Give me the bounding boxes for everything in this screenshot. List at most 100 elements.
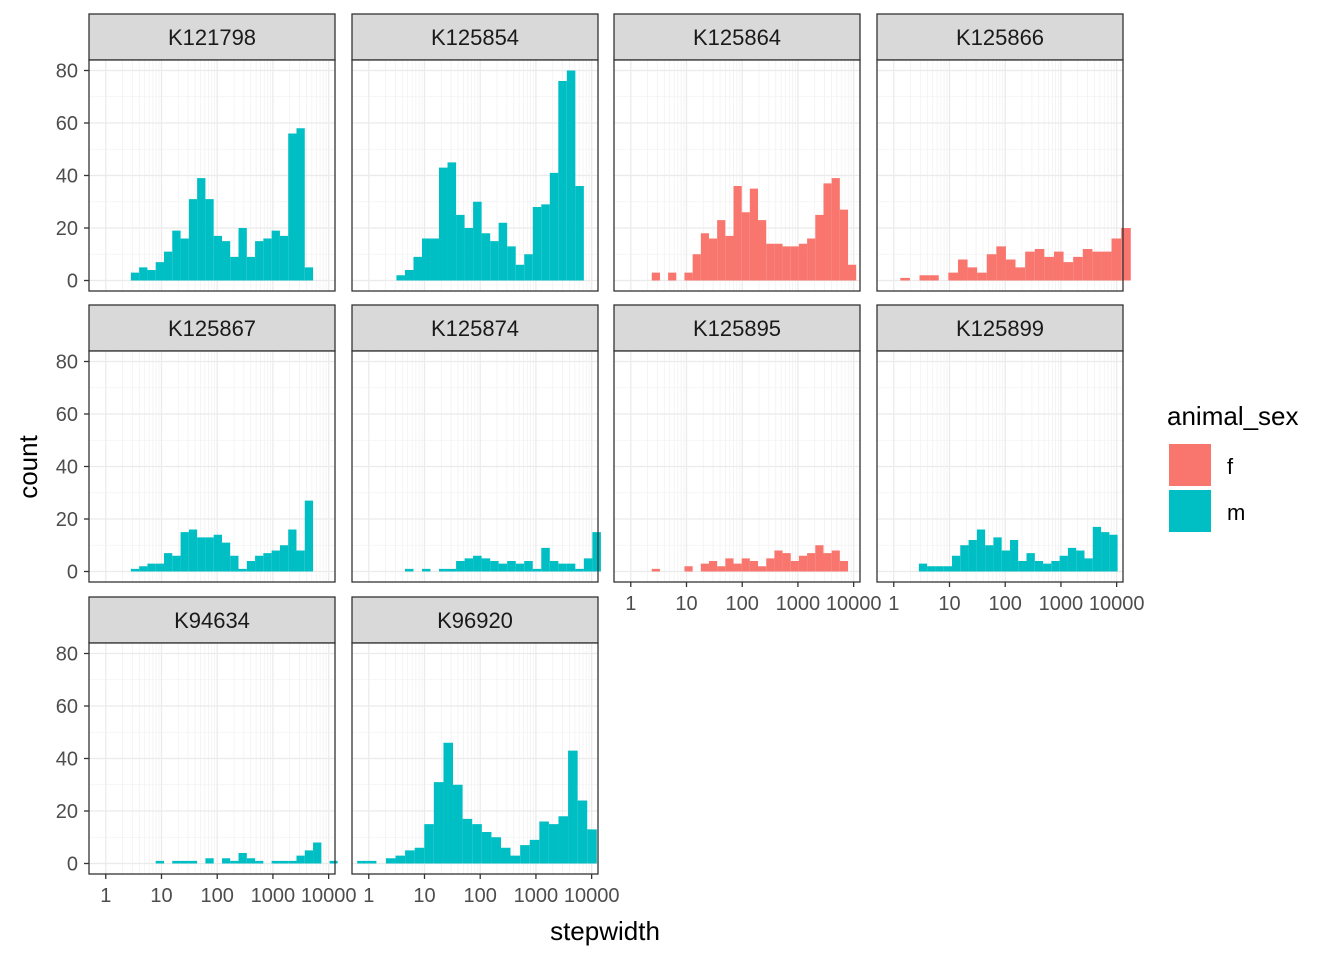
histogram-bar [271, 860, 280, 864]
histogram-bar [500, 847, 511, 864]
histogram-bar [246, 256, 256, 281]
histogram-bar [1001, 550, 1011, 572]
histogram-bar [587, 829, 597, 864]
histogram-bar [708, 238, 718, 281]
histogram-bar [155, 262, 165, 281]
facet-panel-K94634: K94634 0 20 40 60 80 1 10 100 1000 10000 [56, 596, 356, 907]
panel-border [351, 59, 599, 292]
histogram-bar [548, 824, 559, 864]
histogram-bar [438, 167, 448, 281]
histogram-bar [424, 824, 434, 864]
histogram-bar [271, 230, 280, 281]
panel-border [613, 59, 861, 292]
histogram-bar [708, 561, 718, 572]
facet-strip-label: K125854 [431, 25, 519, 50]
histogram-bar [139, 267, 148, 281]
histogram-bar [172, 230, 181, 281]
histogram-bar [839, 209, 849, 281]
histogram-bar [230, 860, 239, 864]
y-tick-label: 80 [56, 61, 78, 83]
histogram-bar [1101, 251, 1112, 281]
histogram-bar [313, 842, 322, 864]
histogram-bar [1082, 249, 1093, 281]
x-tick-label: 10000 [564, 885, 620, 907]
histogram-bar [549, 172, 559, 281]
facet-strip-label: K125899 [956, 316, 1044, 341]
facet-panel-K125864: K125864 [613, 13, 861, 292]
histogram-bar [155, 563, 165, 572]
histogram-bar [532, 207, 542, 281]
y-tick-label: 20 [56, 801, 78, 823]
histogram-bar [246, 561, 256, 572]
histogram-bar [823, 553, 832, 572]
histogram-bar [230, 555, 239, 572]
histogram-bar [453, 784, 463, 864]
panel-border [876, 350, 1124, 583]
facet-strip-label: K125895 [693, 316, 781, 341]
histogram-bar [510, 855, 521, 864]
histogram-bar [1025, 251, 1035, 281]
histogram-bar [1015, 267, 1026, 281]
histogram-bar [366, 860, 377, 864]
histogram-bar [839, 561, 849, 572]
histogram-bar [357, 860, 367, 864]
histogram-bar [1109, 534, 1118, 572]
histogram-bar [668, 272, 677, 281]
histogram-bar [222, 241, 231, 281]
histogram-bar [304, 850, 314, 864]
facet-panel-K125854: K125854 [351, 13, 599, 292]
histogram-bar [222, 858, 231, 864]
y-tick-label: 20 [56, 509, 78, 531]
facet-panels: K121798 0 20 40 60 80 K125854 K125864 K125866 K12… [56, 13, 1144, 907]
histogram-bar [413, 256, 422, 281]
histogram-bar [935, 566, 944, 572]
histogram-bar [456, 214, 465, 281]
histogram-bar [414, 847, 425, 864]
histogram-bar [1053, 251, 1064, 281]
histogram-bar [255, 241, 264, 281]
legend-key-f [1169, 444, 1211, 486]
histogram-bar [472, 824, 482, 864]
histogram-bar [263, 238, 272, 281]
histogram-bar [815, 214, 824, 281]
x-tick-label: 1000 [776, 593, 821, 615]
histogram-bar [558, 81, 567, 281]
y-tick-label: 80 [56, 352, 78, 374]
histogram-bar [1092, 251, 1102, 281]
histogram-bar [919, 275, 930, 281]
histogram-bar [498, 222, 508, 281]
y-tick-label: 40 [56, 749, 78, 771]
y-tick-label: 60 [56, 696, 78, 718]
histogram-bar [725, 235, 734, 281]
histogram-bar [447, 568, 457, 572]
histogram-bar [774, 550, 783, 572]
histogram-bar [749, 561, 758, 572]
x-tick-label: 10000 [826, 593, 882, 615]
x-tick-label: 100 [201, 885, 234, 907]
histogram-bar [831, 550, 840, 572]
histogram-bar [900, 277, 910, 281]
facet-strip-label: K121798 [168, 25, 256, 50]
x-tick-label: 10 [675, 593, 697, 615]
histogram-bar [823, 183, 832, 281]
panel-border [351, 642, 599, 875]
histogram-bar [296, 128, 305, 281]
histogram-bar [329, 860, 338, 864]
histogram-bar [1073, 256, 1083, 281]
histogram-bar [684, 272, 693, 281]
histogram-bar [246, 858, 256, 864]
y-tick-label: 20 [56, 218, 78, 240]
histogram-bar [421, 238, 431, 281]
facet-strip [876, 13, 1124, 61]
y-tick-label: 0 [67, 271, 78, 293]
histogram-bar [385, 858, 396, 864]
histogram-bar [651, 272, 660, 281]
histogram-bar [539, 821, 549, 864]
histogram-bar [1111, 238, 1122, 281]
histogram-bar [815, 545, 824, 572]
histogram-bar [213, 235, 223, 281]
histogram-bar [798, 555, 808, 572]
histogram-bar [172, 860, 181, 864]
histogram-bar [566, 563, 576, 572]
histogram-bar [304, 267, 314, 281]
